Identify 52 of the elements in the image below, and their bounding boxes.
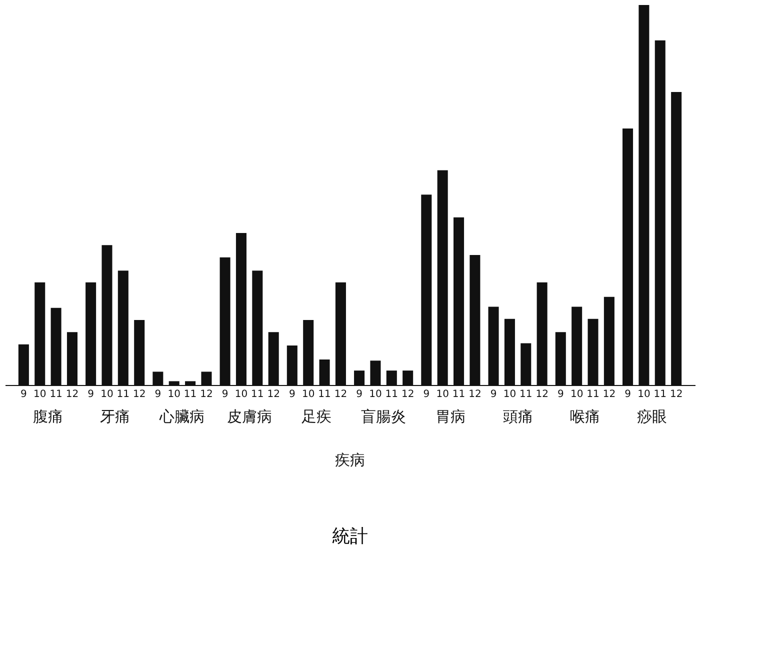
text: 11 <box>50 389 62 400</box>
text: 11 <box>251 389 264 400</box>
text: 10 <box>234 389 248 400</box>
text: 9 <box>154 389 162 400</box>
x-tick-label: 足疾 <box>301 408 332 426</box>
text: 12 <box>334 389 348 400</box>
text: 10 <box>570 389 584 400</box>
series-label: 12 <box>602 389 616 400</box>
x-tick-label: 牙痛 <box>100 408 130 426</box>
text: 11 <box>385 389 398 400</box>
x-tick-label: 喉痛 <box>570 408 600 426</box>
series-label: 11 <box>318 389 331 400</box>
series-label: 10 <box>302 389 315 400</box>
text: 10 <box>369 389 382 400</box>
text: 9 <box>423 389 430 400</box>
x-tick-label: 胃病 <box>436 408 466 426</box>
text: 11 <box>654 389 666 400</box>
text: 12 <box>468 389 482 400</box>
text: 11 <box>452 389 466 400</box>
text: 9 <box>557 389 564 400</box>
text: 9 <box>356 389 362 400</box>
text: 11 <box>520 389 532 400</box>
text: 11 <box>184 389 197 400</box>
text: 9 <box>88 389 94 400</box>
text: 10 <box>100 389 114 400</box>
x-tick-label: 腹痛 <box>32 408 63 426</box>
x-tick-label: 痧眼 <box>637 408 668 426</box>
text: 10 <box>168 389 180 400</box>
series-label: 9 <box>20 389 27 400</box>
text: 統計 <box>332 526 368 547</box>
text: 12 <box>267 389 280 400</box>
text: 10 <box>638 389 650 400</box>
text: 9 <box>490 389 497 400</box>
text: 12 <box>132 389 146 400</box>
text: 9 <box>624 389 631 400</box>
text: 9 <box>222 389 228 400</box>
text: 9 <box>288 389 296 400</box>
text: 11 <box>116 389 130 400</box>
x-tick-label: 心臟病 <box>158 408 205 426</box>
x-tick-label: 頭痛 <box>502 408 533 426</box>
text: 10 <box>503 389 516 400</box>
text: 12 <box>200 389 213 400</box>
text: 10 <box>34 389 46 400</box>
text: 12 <box>536 389 548 400</box>
text: 12 <box>66 389 79 400</box>
text: 11 <box>586 389 600 400</box>
text: 12 <box>401 389 414 400</box>
x-tick-label: 盲腸炎 <box>361 408 406 426</box>
x-tick-label: 皮膚病 <box>226 408 272 426</box>
text: 疾病 <box>335 451 365 469</box>
text: 12 <box>670 389 683 400</box>
text: 10 <box>436 389 449 400</box>
